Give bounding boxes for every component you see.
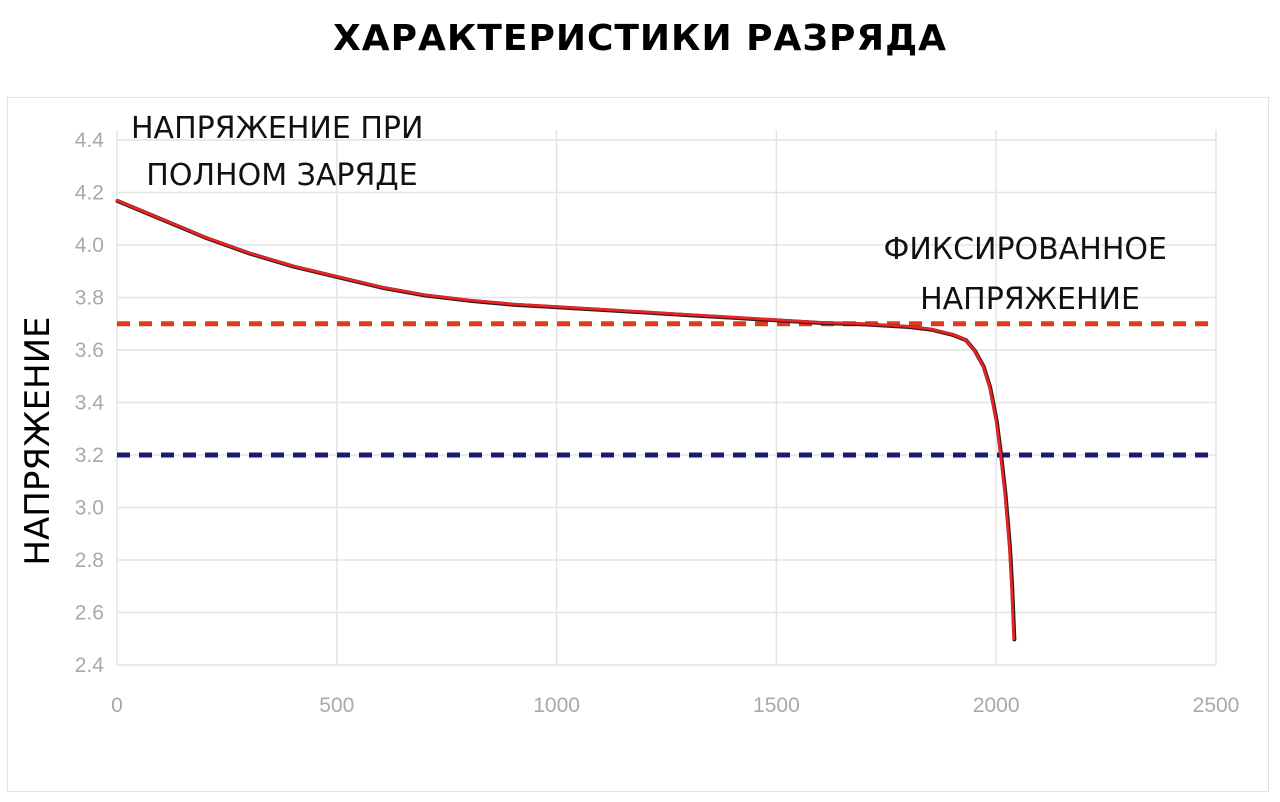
- series-line-shadow: [115, 198, 1017, 642]
- annotation-fixed-voltage-line-2: НАПРЯЖЕНИЕ: [920, 282, 1140, 317]
- series-line: [115, 199, 1016, 641]
- x-tick-label: 2000: [973, 694, 1020, 717]
- y-tick-label: 4.2: [75, 182, 104, 205]
- annotation-fixed-voltage: ФИКСИРОВАННОЕ НАПРЯЖЕНИЕ: [884, 232, 1177, 317]
- y-tick-label: 2.6: [75, 602, 104, 625]
- grid-lines: [116, 130, 1217, 666]
- x-tick-label: 500: [319, 694, 354, 717]
- annotation-full-charge: НАПРЯЖЕНИЕ ПРИ ПОЛНОМ ЗАРЯДЕ: [131, 111, 433, 193]
- series-layer: [115, 198, 1017, 642]
- y-tick-label: 3.2: [75, 444, 104, 467]
- y-tick-label: 4.0: [75, 234, 104, 257]
- chart-title: ХАРАКТЕРИСТИКИ РАЗРЯДА: [333, 18, 947, 59]
- y-tick-label: 3.4: [75, 392, 105, 415]
- annotation-full-charge-line-1: НАПРЯЖЕНИЕ ПРИ: [131, 111, 423, 146]
- x-tick-label: 1500: [753, 694, 800, 717]
- tick-labels: 2.4 2.6 2.8 3.0 3.2 3.4 3.6 3.8 4.0 4.2 4.4 0 500 100…: [75, 129, 1240, 717]
- chart-frame: [7, 97, 1269, 792]
- reference-lines: [117, 321, 1216, 458]
- y-tick-label: 4.4: [75, 129, 105, 152]
- y-tick-label: 2.8: [75, 549, 104, 572]
- y-tick-label: 3.0: [75, 497, 104, 520]
- x-tick-label: 1000: [533, 694, 580, 717]
- y-tick-label: 3.8: [75, 287, 104, 310]
- x-tick-label: 0: [111, 694, 123, 717]
- y-tick-label: 3.6: [75, 339, 104, 362]
- annotation-fixed-voltage-line-1: ФИКСИРОВАННОЕ: [884, 232, 1167, 267]
- x-tick-label: 2500: [1193, 694, 1240, 717]
- y-tick-label: 2.4: [75, 654, 105, 677]
- annotation-full-charge-line-2: ПОЛНОМ ЗАРЯДЕ: [146, 158, 417, 193]
